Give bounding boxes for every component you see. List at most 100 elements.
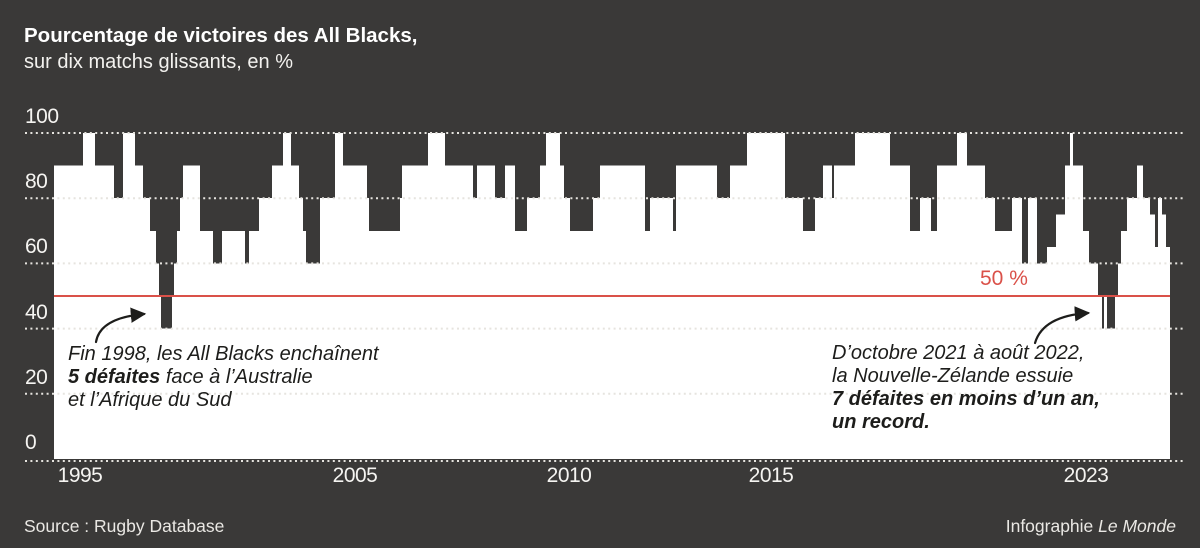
win-rate-bar <box>159 133 161 296</box>
win-rate-bar <box>320 133 335 199</box>
win-rate-bar <box>1028 133 1037 199</box>
win-rate-bar <box>1098 133 1102 296</box>
win-rate-bar <box>1115 133 1118 296</box>
win-rate-bar <box>1083 133 1089 231</box>
credit-label: Infographie Le Monde <box>1006 516 1176 537</box>
annotation-arrow <box>94 307 147 344</box>
win-rate-bar <box>673 133 676 231</box>
credit-name: Le Monde <box>1098 516 1176 536</box>
win-rate-bar <box>177 133 180 231</box>
y-axis-tick-label: 60 <box>25 235 48 259</box>
win-rate-bar <box>832 133 834 199</box>
win-rate-bar <box>343 133 367 166</box>
win-rate-bar <box>495 133 505 199</box>
x-axis-tick-label: 2010 <box>546 464 592 487</box>
win-rate-bar <box>299 133 303 199</box>
chart-title: Pourcentage de victoires des All Blacks, <box>24 24 418 47</box>
win-rate-bar <box>473 133 477 199</box>
win-rate-bar <box>1150 133 1155 215</box>
win-rate-bar <box>931 133 937 231</box>
y-axis-tick-label: 20 <box>25 365 48 389</box>
gridlines-dotted <box>25 132 1184 462</box>
win-rate-bar <box>570 133 593 231</box>
annotation-arrow <box>1033 306 1091 345</box>
win-rate-bar <box>823 133 832 166</box>
win-rate-bar <box>303 133 306 231</box>
win-rate-bar <box>1065 133 1070 166</box>
win-rate-bar <box>1137 133 1143 166</box>
x-axis-tick-label: 1995 <box>57 464 103 487</box>
win-rate-bar <box>730 133 747 166</box>
win-rate-bar <box>213 133 222 264</box>
win-rate-bar <box>259 133 272 199</box>
win-rate-bar <box>1162 133 1166 215</box>
win-rate-bar <box>135 133 143 166</box>
win-rate-bar <box>95 133 114 166</box>
chart-subtitle: sur dix matchs glissants, en % <box>24 51 293 73</box>
win-rate-bar <box>890 133 910 166</box>
win-rate-bar <box>54 133 83 166</box>
win-rate-bar <box>815 133 823 199</box>
win-rate-bar <box>593 133 600 199</box>
annotation-1998: Fin 1998, les All Blacks enchaînent 5 déf… <box>68 343 379 412</box>
win-rate-bar <box>1118 133 1121 264</box>
win-rate-bar <box>477 133 495 166</box>
win-rate-bar <box>402 133 428 166</box>
annotation-2021: D’octobre 2021 à août 2022, la Nouvelle-Z… <box>832 342 1100 434</box>
win-rate-bar <box>1073 133 1083 166</box>
win-rate-bar <box>1143 133 1150 199</box>
win-rate-bar <box>515 133 527 231</box>
win-rate-bar <box>910 133 920 231</box>
win-rate-bar <box>183 133 200 166</box>
win-rate-bar <box>834 133 855 166</box>
threshold-label: 50 % <box>980 267 1028 290</box>
annotation-line: D’octobre 2021 à août 2022, <box>832 342 1085 364</box>
win-rate-bar <box>995 133 1012 231</box>
win-rate-bar <box>600 133 645 166</box>
win-rate-bar <box>222 133 245 231</box>
x-axis-tick-label: 2023 <box>1063 464 1109 487</box>
win-rate-bar <box>180 133 183 199</box>
win-rate-bar <box>1047 133 1056 248</box>
y-axis-tick-label: 0 <box>25 431 37 454</box>
win-rate-bar <box>645 133 650 231</box>
x-axis-tick-label: 2005 <box>332 464 378 487</box>
win-rate-bar <box>156 133 159 264</box>
win-rate-bar <box>200 133 213 231</box>
annotation-arrows <box>94 306 1091 345</box>
annotation-line: un record. <box>832 411 930 433</box>
win-rate-bar <box>1102 133 1104 329</box>
win-rate-bar <box>560 133 564 166</box>
y-axis-tick-label: 40 <box>25 300 48 324</box>
win-rate-bar <box>174 133 177 264</box>
win-rate-bar <box>676 133 717 166</box>
win-rate-bar <box>1012 133 1022 199</box>
x-axis-tick-label: 2015 <box>748 464 794 487</box>
win-rate-bar <box>1104 133 1107 296</box>
win-rate-bar <box>937 133 957 166</box>
win-rate-bar <box>114 133 123 199</box>
win-rate-bar <box>369 133 400 231</box>
credit-prefix: Infographie <box>1005 516 1099 536</box>
win-rate-bar <box>1127 133 1137 199</box>
win-rate-bar <box>143 133 150 199</box>
win-rate-bar <box>1158 133 1162 199</box>
source-label: Source : Rugby Database <box>24 516 225 536</box>
win-rate-bar <box>505 133 515 166</box>
win-rate-bar <box>650 133 673 199</box>
win-rate-bar <box>967 133 985 166</box>
win-rate-bar <box>527 133 540 199</box>
win-rate-bar <box>1107 133 1115 329</box>
win-rate-bar <box>785 133 803 199</box>
win-rate-bar <box>272 133 283 166</box>
annotation-line: la Nouvelle-Zélande essuie <box>832 365 1074 387</box>
win-rate-bar <box>540 133 546 166</box>
win-rate-bar <box>1056 133 1065 215</box>
annotation-line: 5 défaites face à l’Australie <box>68 366 313 388</box>
win-rate-bar <box>400 133 402 199</box>
win-rate-bar <box>367 133 369 199</box>
win-rate-bar <box>564 133 570 199</box>
annotation-line: et l’Afrique du Sud <box>68 389 232 411</box>
